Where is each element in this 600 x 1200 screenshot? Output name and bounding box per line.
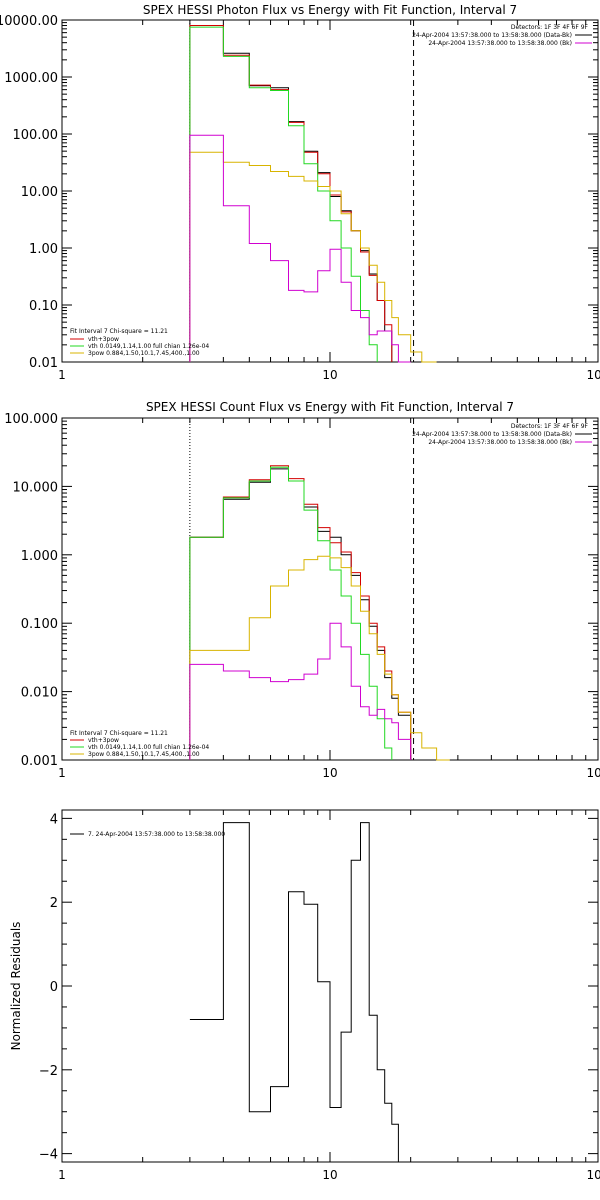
residuals-x-tick-label: 10 xyxy=(322,1168,337,1182)
residuals-y-tick-label: −2 xyxy=(39,1064,58,1079)
count-data-legend: Detectors: 1F 3F 4F 6F 9F 24-Apr-2004 13… xyxy=(412,423,592,446)
count-x-tick-label: 100 xyxy=(587,766,600,780)
photon-fit-legend-heading: Fit Interval 7 Chi-square = 11.21 xyxy=(70,328,168,335)
photon-y-tick-label: 10000.00 xyxy=(0,14,58,29)
count-series-24-apr-2004-13-57-38-000-to-13-58-38-000 xyxy=(189,622,412,760)
photon-x-tick-label: 1 xyxy=(58,368,66,382)
photon-data-legend: Detectors: 1F 3F 4F 6F 9F 24-Apr-2004 13… xyxy=(412,24,592,47)
count-legend-label-powerlaw: 3pow 0.884,1.50,10.1,7.45,400.,1.00 xyxy=(88,751,200,758)
photon-y-tick-label: 1000.00 xyxy=(4,71,58,86)
count-series-vth-3pow xyxy=(189,465,412,760)
photon-series-24-apr-2004-13-57-38-000-to-13-58-38-000 xyxy=(189,134,411,363)
photon-data-legend-label-bk: 24-Apr-2004 13:57:38.000 to 13:58:38.000… xyxy=(428,40,572,47)
count-fit-legend: Fit Interval 7 Chi-square = 11.21 vth+3p… xyxy=(70,730,209,758)
photon-y-tick-label: 0.01 xyxy=(29,356,58,371)
photon-axis-ticks: 1 10 100 0.01 0.10 1.00 10.00 100.00 1000.00 1000… xyxy=(0,14,600,382)
count-axis-ticks: 1 10 100 0.001 0.010 0.100 1.000 10.000 100.000 xyxy=(4,412,600,780)
residuals-ylabel: Normalized Residuals xyxy=(9,922,23,1051)
photon-series-vth-3pow xyxy=(189,25,393,362)
residuals-y-tick-label: −4 xyxy=(39,1148,58,1163)
count-legend-label-thermal: vth 0.0149,1.14,1.00 full chian 1.26e-04 xyxy=(88,744,209,751)
count-reference-lines xyxy=(189,418,415,760)
residuals-panel: Normalized Residuals 1 10 100 −4 −2 0 2 4 7. 24… xyxy=(9,809,600,1182)
count-fit-legend-heading: Fit Interval 7 Chi-square = 11.21 xyxy=(70,730,168,737)
count-panel-title: SPEX HESSI Count Flux vs Energy with Fit… xyxy=(146,400,514,414)
count-series-vth-0-0149-1-14-1-00-full-chian-1-26e-04 xyxy=(189,466,393,760)
count-data-legend-label-bk: 24-Apr-2004 13:57:38.000 to 13:58:38.000… xyxy=(428,439,572,446)
residuals-legend: 7. 24-Apr-2004 13:57:38.000 to 13:58:38.… xyxy=(70,831,225,838)
residuals-series-7-24-apr-2004-13-57-38-000-to-13-58-38-0 xyxy=(189,822,411,1163)
photon-y-tick-label: 1.00 xyxy=(29,242,58,257)
count-series-3pow-0-884-1-50-10-1-7-45-400-1-00 xyxy=(189,555,450,761)
count-legend-label-model: vth+3pow xyxy=(88,737,119,744)
count-detectors-label: Detectors: 1F 3F 4F 6F 9F xyxy=(511,423,589,430)
residuals-series-group xyxy=(189,822,411,1163)
count-flux-panel: SPEX HESSI Count Flux vs Energy with Fit… xyxy=(4,400,600,780)
count-plot-frame xyxy=(61,417,599,761)
photon-series-3pow-0-884-1-50-10-1-7-45-400-1-00 xyxy=(189,151,437,363)
count-y-tick-label: 1.000 xyxy=(21,549,58,564)
residuals-y-tick-label: 4 xyxy=(50,812,58,827)
residuals-axis-ticks: 1 10 100 −4 −2 0 2 4 xyxy=(39,810,600,1182)
photon-legend-label-model: vth+3pow xyxy=(88,336,119,343)
count-y-tick-label: 10.000 xyxy=(13,480,59,495)
count-y-tick-label: 0.010 xyxy=(21,686,58,701)
count-data-legend-label-data: 24-Apr-2004 13:57:38.000 to 13:58:38.000… xyxy=(412,431,572,438)
photon-panel-title: SPEX HESSI Photon Flux vs Energy with Fi… xyxy=(143,3,517,17)
count-series-group xyxy=(189,465,450,761)
count-x-tick-label: 1 xyxy=(58,766,66,780)
photon-data-legend-label-data: 24-Apr-2004 13:57:38.000 to 13:58:38.000… xyxy=(412,32,572,39)
residuals-x-tick-label: 100 xyxy=(587,1168,600,1182)
residuals-x-tick-label: 1 xyxy=(58,1168,66,1182)
residuals-legend-label: 7. 24-Apr-2004 13:57:38.000 to 13:58:38.… xyxy=(88,831,225,838)
photon-x-tick-label: 10 xyxy=(322,368,337,382)
photon-series-vth-0-0149-1-14-1-00-full-chian-1-26e-04 xyxy=(189,26,378,362)
photon-series-24-apr-2004-13-57-38-000-to-13-58-38-000 xyxy=(189,25,393,362)
residuals-y-tick-label: 0 xyxy=(50,980,58,995)
photon-fit-legend: Fit Interval 7 Chi-square = 11.21 vth+3p… xyxy=(70,328,209,357)
photon-y-tick-label: 10.00 xyxy=(21,185,58,200)
photon-series-group xyxy=(189,25,437,363)
photon-legend-label-thermal: vth 0.0149,1.14,1.00 full chian 1.26e-04 xyxy=(88,343,209,350)
residuals-y-tick-label: 2 xyxy=(50,896,58,911)
photon-x-tick-label: 100 xyxy=(587,368,600,382)
photon-legend-label-powerlaw: 3pow 0.884,1.50,10.1,7.45,400.,1.00 xyxy=(88,350,200,357)
photon-detectors-label: Detectors: 1F 3F 4F 6F 9F xyxy=(511,24,589,31)
count-y-tick-label: 0.001 xyxy=(21,754,58,769)
count-y-tick-label: 100.000 xyxy=(4,412,58,427)
count-x-tick-label: 10 xyxy=(322,766,337,780)
photon-y-tick-label: 100.00 xyxy=(13,128,59,143)
photon-y-tick-label: 0.10 xyxy=(29,299,58,314)
count-y-tick-label: 0.100 xyxy=(21,617,58,632)
photon-flux-panel: SPEX HESSI Photon Flux vs Energy with Fi… xyxy=(0,3,600,382)
